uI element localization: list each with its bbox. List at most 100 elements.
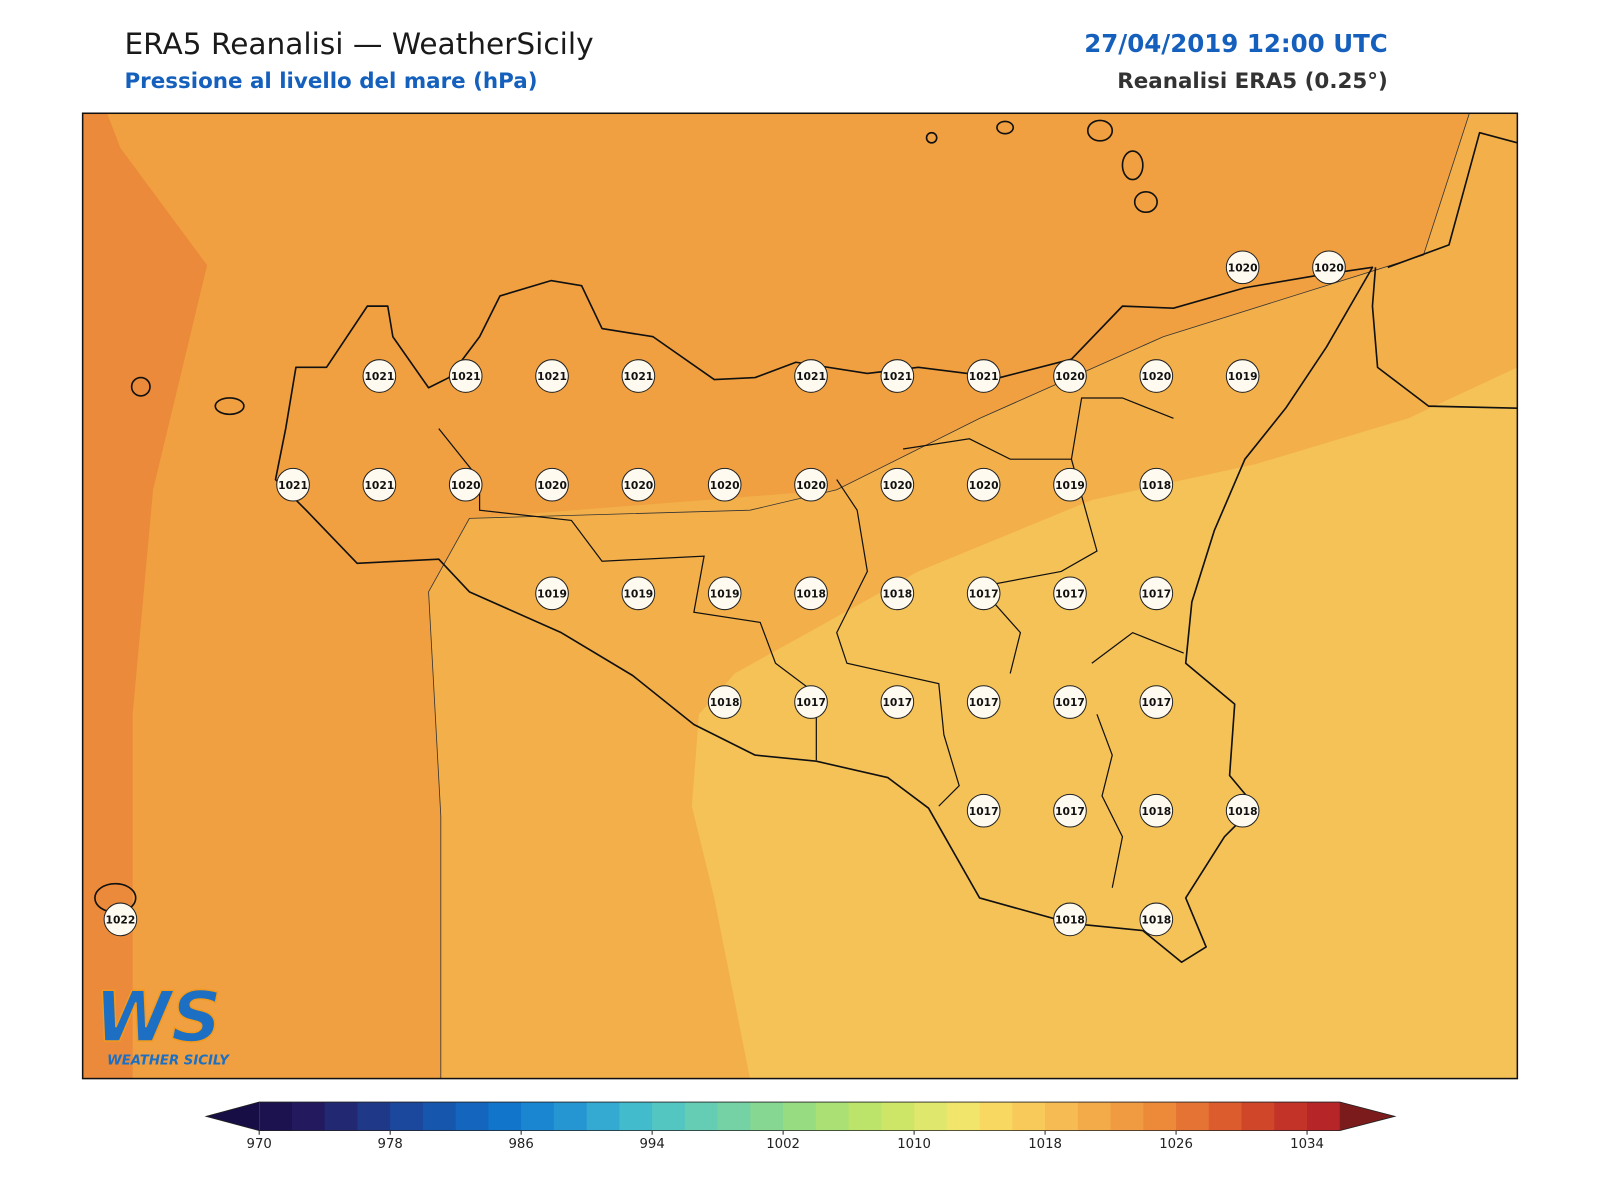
station: 1021 [794, 359, 828, 393]
station-value: 1020 [796, 479, 826, 492]
station: 1020 [880, 467, 915, 502]
station-value: 1020 [623, 479, 653, 492]
island [214, 397, 245, 416]
station: 1019 [535, 576, 569, 611]
colorbar-bin [259, 1102, 293, 1131]
station-marker [1053, 793, 1087, 828]
station-value: 1018 [796, 587, 826, 600]
logo: WS WEATHER SICILY [94, 977, 230, 1068]
colorbar-bin [291, 1102, 326, 1131]
station-value: 1021 [623, 370, 653, 383]
colorbar-tick-label: 1034 [1290, 1137, 1324, 1152]
station-marker [535, 467, 569, 502]
station-marker [707, 576, 742, 611]
station-marker [621, 467, 656, 502]
station-marker [1225, 359, 1260, 393]
station-value: 1017 [1141, 587, 1171, 600]
station-marker [362, 359, 397, 393]
station: 1018 [1225, 793, 1260, 828]
station: 1017 [1139, 576, 1174, 611]
station: 1017 [966, 576, 1001, 611]
station-value: 1022 [106, 913, 136, 926]
station: 1021 [362, 467, 397, 502]
station-marker [276, 467, 310, 502]
station-marker [1139, 793, 1174, 828]
station: 1017 [966, 793, 1001, 828]
colorbar-bin [881, 1102, 915, 1131]
station-value: 1017 [1141, 696, 1171, 709]
colorbar-tick-label: 994 [639, 1137, 664, 1152]
station-marker [880, 467, 915, 502]
station: 1020 [1139, 359, 1174, 393]
station-value: 1021 [537, 370, 567, 383]
station: 1021 [535, 359, 569, 393]
station-value: 1018 [1141, 805, 1171, 818]
island [1086, 119, 1114, 142]
station-value: 1019 [1228, 370, 1258, 383]
station: 1020 [535, 467, 569, 502]
station-marker [966, 793, 1001, 828]
station-value: 1018 [1141, 479, 1171, 492]
colorbar-bin [521, 1102, 555, 1131]
colorbar-tick-label: 978 [378, 1137, 403, 1152]
station-marker [448, 359, 483, 393]
colorbar-under [206, 1102, 260, 1131]
logo-name: WEATHER SICILY [107, 1053, 230, 1068]
coastline [274, 266, 1374, 964]
colorbar: 970 978 986 994 1002 1010 1018 1026 1034 [204, 1101, 1397, 1152]
station-marker [1139, 685, 1174, 719]
island [925, 131, 938, 144]
station-marker [1139, 467, 1174, 502]
station-marker [794, 467, 828, 502]
station-value: 1017 [969, 587, 999, 600]
station-marker [966, 685, 1001, 719]
station-value: 1020 [1055, 370, 1085, 383]
station: 1021 [362, 359, 397, 393]
colorbar-bin [488, 1102, 522, 1131]
station-value: 1021 [882, 370, 912, 383]
colorbar-bin [815, 1102, 850, 1131]
station: 1018 [1139, 793, 1174, 828]
colorbar-bin [1307, 1102, 1341, 1131]
colorbar-bin [357, 1102, 391, 1131]
colorbar-bin [422, 1102, 457, 1131]
station-value: 1018 [710, 696, 740, 709]
colorbar-bin [783, 1102, 817, 1131]
island [996, 120, 1015, 135]
colorbar-bin [619, 1102, 653, 1131]
station: 1017 [1053, 685, 1087, 719]
station-value: 1019 [710, 587, 740, 600]
colorbar-bin [1176, 1102, 1210, 1131]
station-marker [966, 467, 1001, 502]
station: 1020 [966, 467, 1001, 502]
station-marker [794, 576, 828, 611]
station: 1019 [707, 576, 742, 611]
station-value: 1020 [710, 479, 740, 492]
station-marker [1139, 576, 1174, 611]
colorbar-bin [1045, 1102, 1079, 1131]
island [1133, 191, 1158, 214]
station-value: 1021 [969, 370, 999, 383]
station: 1021 [276, 467, 310, 502]
station-value: 1019 [537, 587, 567, 600]
province-border [438, 397, 1184, 888]
station-value: 1017 [1055, 696, 1085, 709]
colorbar-bin [1077, 1102, 1112, 1131]
station: 1018 [1139, 467, 1174, 502]
station-value: 1019 [623, 587, 653, 600]
station-value: 1017 [969, 696, 999, 709]
station: 1021 [966, 359, 1001, 393]
band [82, 113, 208, 1079]
station-value: 1017 [882, 696, 912, 709]
colorbar-bin [652, 1102, 686, 1131]
colorbar-tick-label: 986 [509, 1137, 534, 1152]
station-marker [1053, 685, 1087, 719]
station: 1017 [1139, 685, 1174, 719]
station-value: 1018 [882, 587, 912, 600]
station-marker [1053, 576, 1087, 611]
station-value: 1017 [1055, 587, 1085, 600]
station: 1021 [880, 359, 915, 393]
station-marker [707, 467, 742, 502]
station: 1021 [448, 359, 483, 393]
